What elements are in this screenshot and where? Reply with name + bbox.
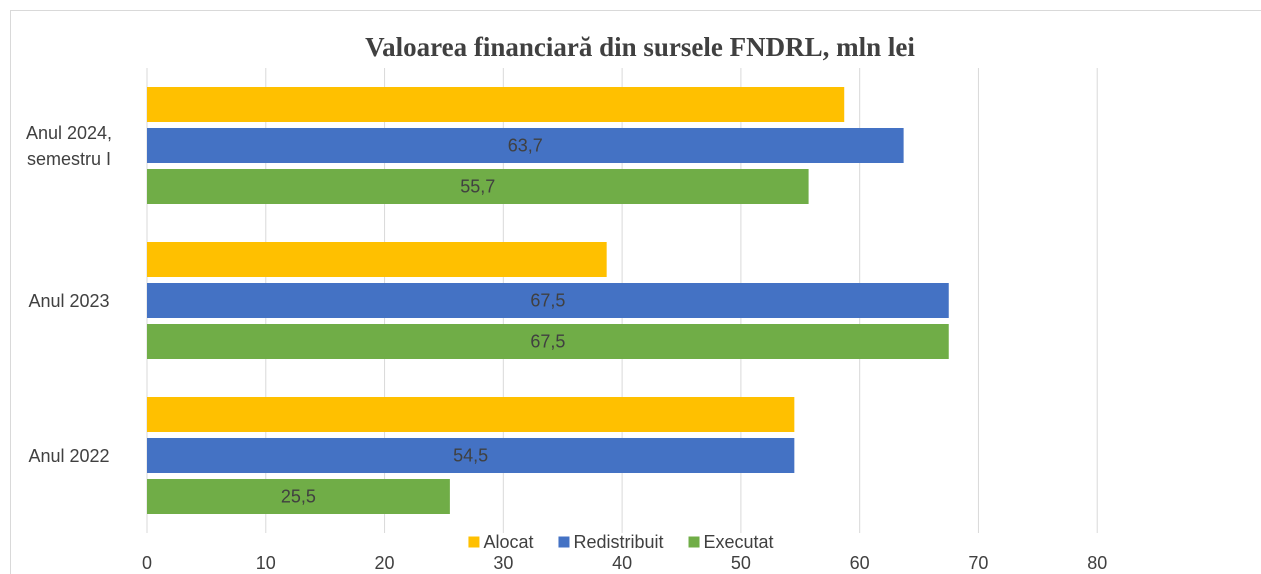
- bar: [147, 283, 949, 318]
- x-tick-label: 20: [375, 553, 395, 573]
- legend-swatch: [468, 536, 480, 548]
- x-tick-label: 50: [731, 553, 751, 573]
- x-tick-label: 70: [968, 553, 988, 573]
- legend-label: Alocat: [483, 532, 533, 552]
- category-label: Anul 2024, semestru I: [25, 122, 113, 169]
- bar: [147, 479, 450, 514]
- chart-title: Valoarea financiară din sursele FNDRL, m…: [365, 32, 915, 62]
- data-label: 54,5: [453, 445, 488, 465]
- bar: [147, 242, 607, 277]
- data-label: 55,7: [460, 176, 495, 196]
- bar: [147, 397, 795, 432]
- bar: [147, 128, 904, 163]
- chart-border: [10, 10, 1261, 574]
- bar: [147, 169, 809, 204]
- legend-label: Redistribuit: [573, 532, 663, 552]
- data-label: 67,5: [530, 290, 565, 310]
- x-tick-label: 30: [493, 553, 513, 573]
- bar: [147, 324, 949, 359]
- data-label: 25,5: [281, 486, 316, 506]
- legend-swatch: [688, 536, 700, 548]
- legend-label: Executat: [704, 532, 774, 552]
- x-tick-label: 80: [1087, 553, 1107, 573]
- data-label: 63,7: [508, 135, 543, 155]
- bar: [147, 87, 845, 122]
- legend-swatch: [558, 536, 570, 548]
- x-tick-label: 60: [850, 553, 870, 573]
- category-label: Anul 2022: [28, 445, 110, 466]
- x-tick-label: 40: [612, 553, 632, 573]
- bar: [147, 438, 795, 473]
- x-tick-label: 0: [142, 553, 152, 573]
- category-label: Anul 2023: [28, 290, 110, 311]
- data-label: 67,5: [530, 331, 565, 351]
- x-tick-label: 10: [256, 553, 276, 573]
